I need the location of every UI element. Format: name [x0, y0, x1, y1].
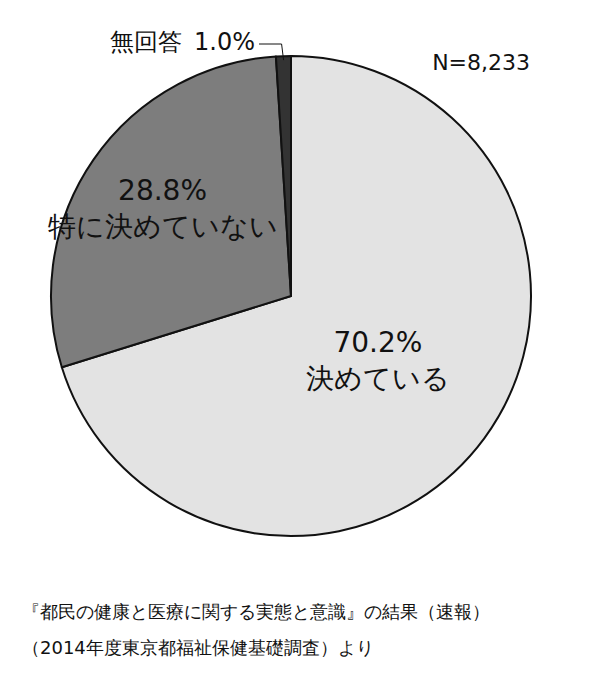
- slice-category-label: 決めている: [306, 362, 450, 395]
- pie: [51, 56, 531, 536]
- slice-value-label: 28.8%: [118, 174, 207, 207]
- slice-value-label: 70.2%: [333, 326, 422, 359]
- slice-external-label: 無回答 1.0%: [110, 28, 255, 56]
- chart: 70.2%決めている 28.8%特に決めていない 無回答 1.0% N=8,233 『都民…: [0, 0, 600, 684]
- slice-category-label: 特に決めていない: [48, 210, 278, 243]
- source-note: （2014年度東京都福祉保健基礎調査）より: [22, 637, 374, 658]
- source-note: 『都民の健康と医療に関する実態と意識』の結果（速報）: [22, 601, 490, 622]
- slice-value-label: 1.0%: [194, 28, 255, 56]
- data-labels: 70.2%決めている 28.8%特に決めていない 無回答 1.0%: [48, 28, 450, 395]
- slice-category-label: 無回答: [110, 28, 182, 56]
- pie-slice: [276, 56, 291, 296]
- leader-line: [259, 44, 284, 60]
- annotation: N=8,233: [432, 50, 530, 75]
